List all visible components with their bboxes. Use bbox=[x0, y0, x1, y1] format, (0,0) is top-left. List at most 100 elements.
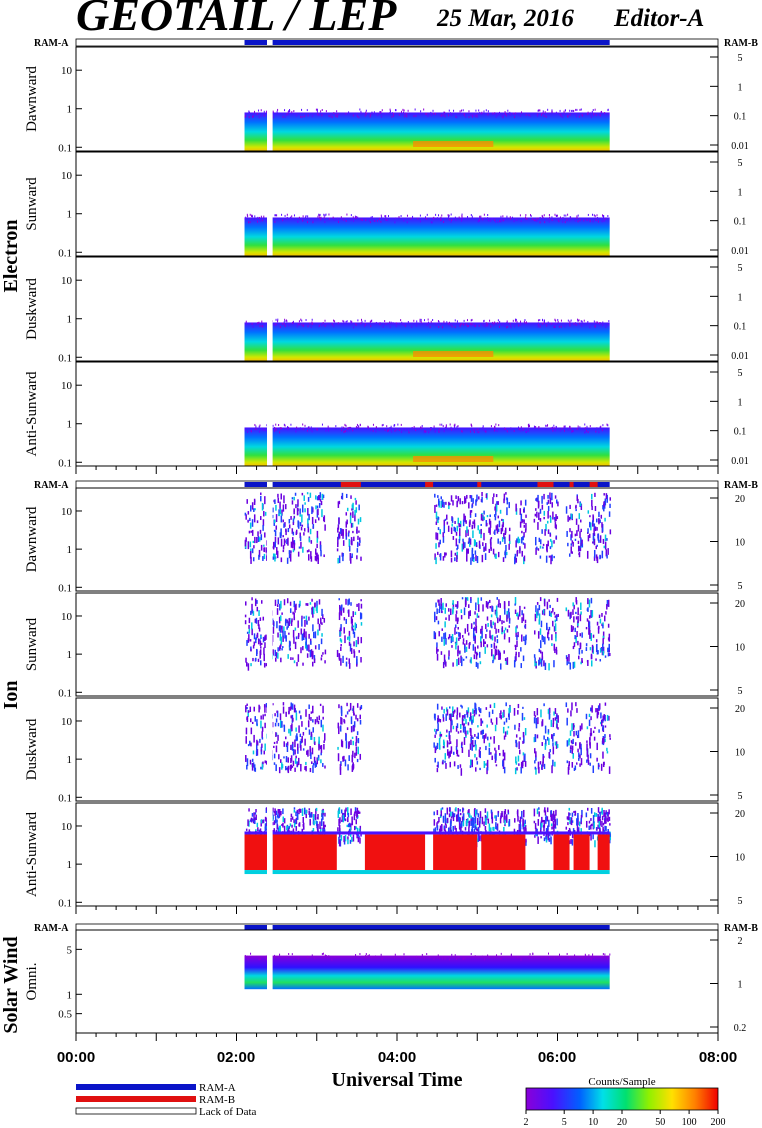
speckle bbox=[413, 115, 415, 118]
speckle bbox=[451, 720, 453, 726]
speckle bbox=[443, 633, 445, 640]
speckle bbox=[473, 809, 476, 817]
speckle bbox=[312, 765, 314, 773]
speckle bbox=[478, 529, 481, 534]
speckle bbox=[581, 543, 584, 548]
speckle bbox=[434, 757, 436, 763]
speckle bbox=[486, 767, 489, 771]
speckle bbox=[538, 512, 540, 520]
speckle bbox=[605, 325, 607, 328]
speckle bbox=[526, 430, 528, 433]
speckle bbox=[539, 650, 542, 654]
speckle bbox=[592, 541, 594, 544]
speckle bbox=[340, 528, 342, 534]
speckle bbox=[515, 626, 517, 633]
speckle bbox=[555, 633, 557, 642]
speckle bbox=[462, 820, 465, 827]
speckle bbox=[280, 636, 283, 645]
speckle bbox=[590, 114, 592, 117]
speckle bbox=[541, 634, 543, 640]
speckle bbox=[278, 754, 280, 760]
y-tick-label: 0.1 bbox=[58, 687, 72, 699]
speckle bbox=[281, 625, 283, 630]
speckle bbox=[272, 553, 275, 557]
speckle bbox=[534, 766, 537, 770]
speckle bbox=[248, 808, 250, 812]
speckle bbox=[320, 745, 323, 753]
speckle bbox=[475, 708, 477, 714]
speckle bbox=[522, 818, 524, 827]
speckle bbox=[430, 427, 432, 430]
speckle bbox=[498, 745, 500, 750]
speckle bbox=[590, 728, 592, 736]
speckle bbox=[534, 660, 536, 667]
speckle bbox=[474, 816, 477, 824]
speckle bbox=[580, 611, 582, 615]
speckle bbox=[602, 214, 604, 217]
speckle bbox=[571, 551, 573, 554]
speckle bbox=[317, 215, 319, 218]
speckle bbox=[553, 611, 556, 615]
speckle bbox=[568, 661, 570, 664]
speckle bbox=[444, 426, 446, 429]
speckle bbox=[322, 705, 324, 714]
speckle bbox=[497, 528, 500, 532]
speckle bbox=[569, 730, 572, 736]
speckle bbox=[543, 825, 545, 832]
y-tick-label: 0.1 bbox=[58, 457, 72, 469]
speckle bbox=[316, 600, 318, 608]
speckle bbox=[319, 498, 322, 502]
speckle bbox=[442, 815, 445, 823]
speckle bbox=[547, 731, 550, 735]
speckle bbox=[307, 554, 310, 561]
speckle bbox=[543, 763, 546, 769]
speckle bbox=[301, 828, 304, 832]
speckle bbox=[551, 502, 554, 508]
speckle bbox=[353, 725, 355, 732]
speckle bbox=[396, 428, 398, 431]
speckle bbox=[600, 514, 603, 519]
speckle bbox=[603, 493, 605, 496]
speckle bbox=[503, 635, 506, 640]
speckle bbox=[535, 605, 537, 613]
speckle bbox=[247, 744, 250, 747]
speckle bbox=[287, 113, 289, 116]
speckle bbox=[545, 835, 547, 840]
speckle bbox=[429, 326, 431, 329]
speckle bbox=[245, 601, 247, 606]
speckle bbox=[248, 221, 250, 224]
speckle bbox=[345, 321, 347, 324]
speckle bbox=[465, 735, 467, 738]
speckle bbox=[499, 817, 502, 824]
speckle bbox=[324, 319, 326, 322]
speckle bbox=[473, 627, 475, 636]
speckle bbox=[305, 709, 307, 717]
speckle bbox=[585, 626, 588, 630]
speckle bbox=[592, 533, 595, 541]
speckle bbox=[370, 429, 372, 432]
speckle bbox=[457, 765, 459, 769]
speckle bbox=[443, 525, 446, 534]
speckle bbox=[602, 624, 604, 629]
colorbar-gradient bbox=[525, 1087, 719, 1111]
speckle bbox=[289, 823, 292, 827]
speckle bbox=[275, 428, 277, 431]
speckle bbox=[290, 620, 293, 626]
speckle bbox=[323, 515, 326, 523]
speckle bbox=[535, 717, 538, 725]
speckle bbox=[539, 555, 542, 559]
speckle bbox=[601, 524, 604, 532]
speckle bbox=[306, 603, 309, 606]
speckle bbox=[483, 734, 486, 739]
speckle bbox=[503, 815, 505, 823]
speckle bbox=[438, 430, 440, 433]
speckle bbox=[299, 600, 301, 607]
speckle bbox=[357, 425, 359, 428]
speckle bbox=[524, 727, 527, 736]
speckle bbox=[291, 824, 293, 828]
speckle bbox=[337, 557, 339, 564]
speckle bbox=[571, 812, 574, 817]
speckle bbox=[317, 629, 319, 636]
species-label: Solar Wind bbox=[0, 936, 22, 1033]
speckle bbox=[504, 428, 506, 431]
